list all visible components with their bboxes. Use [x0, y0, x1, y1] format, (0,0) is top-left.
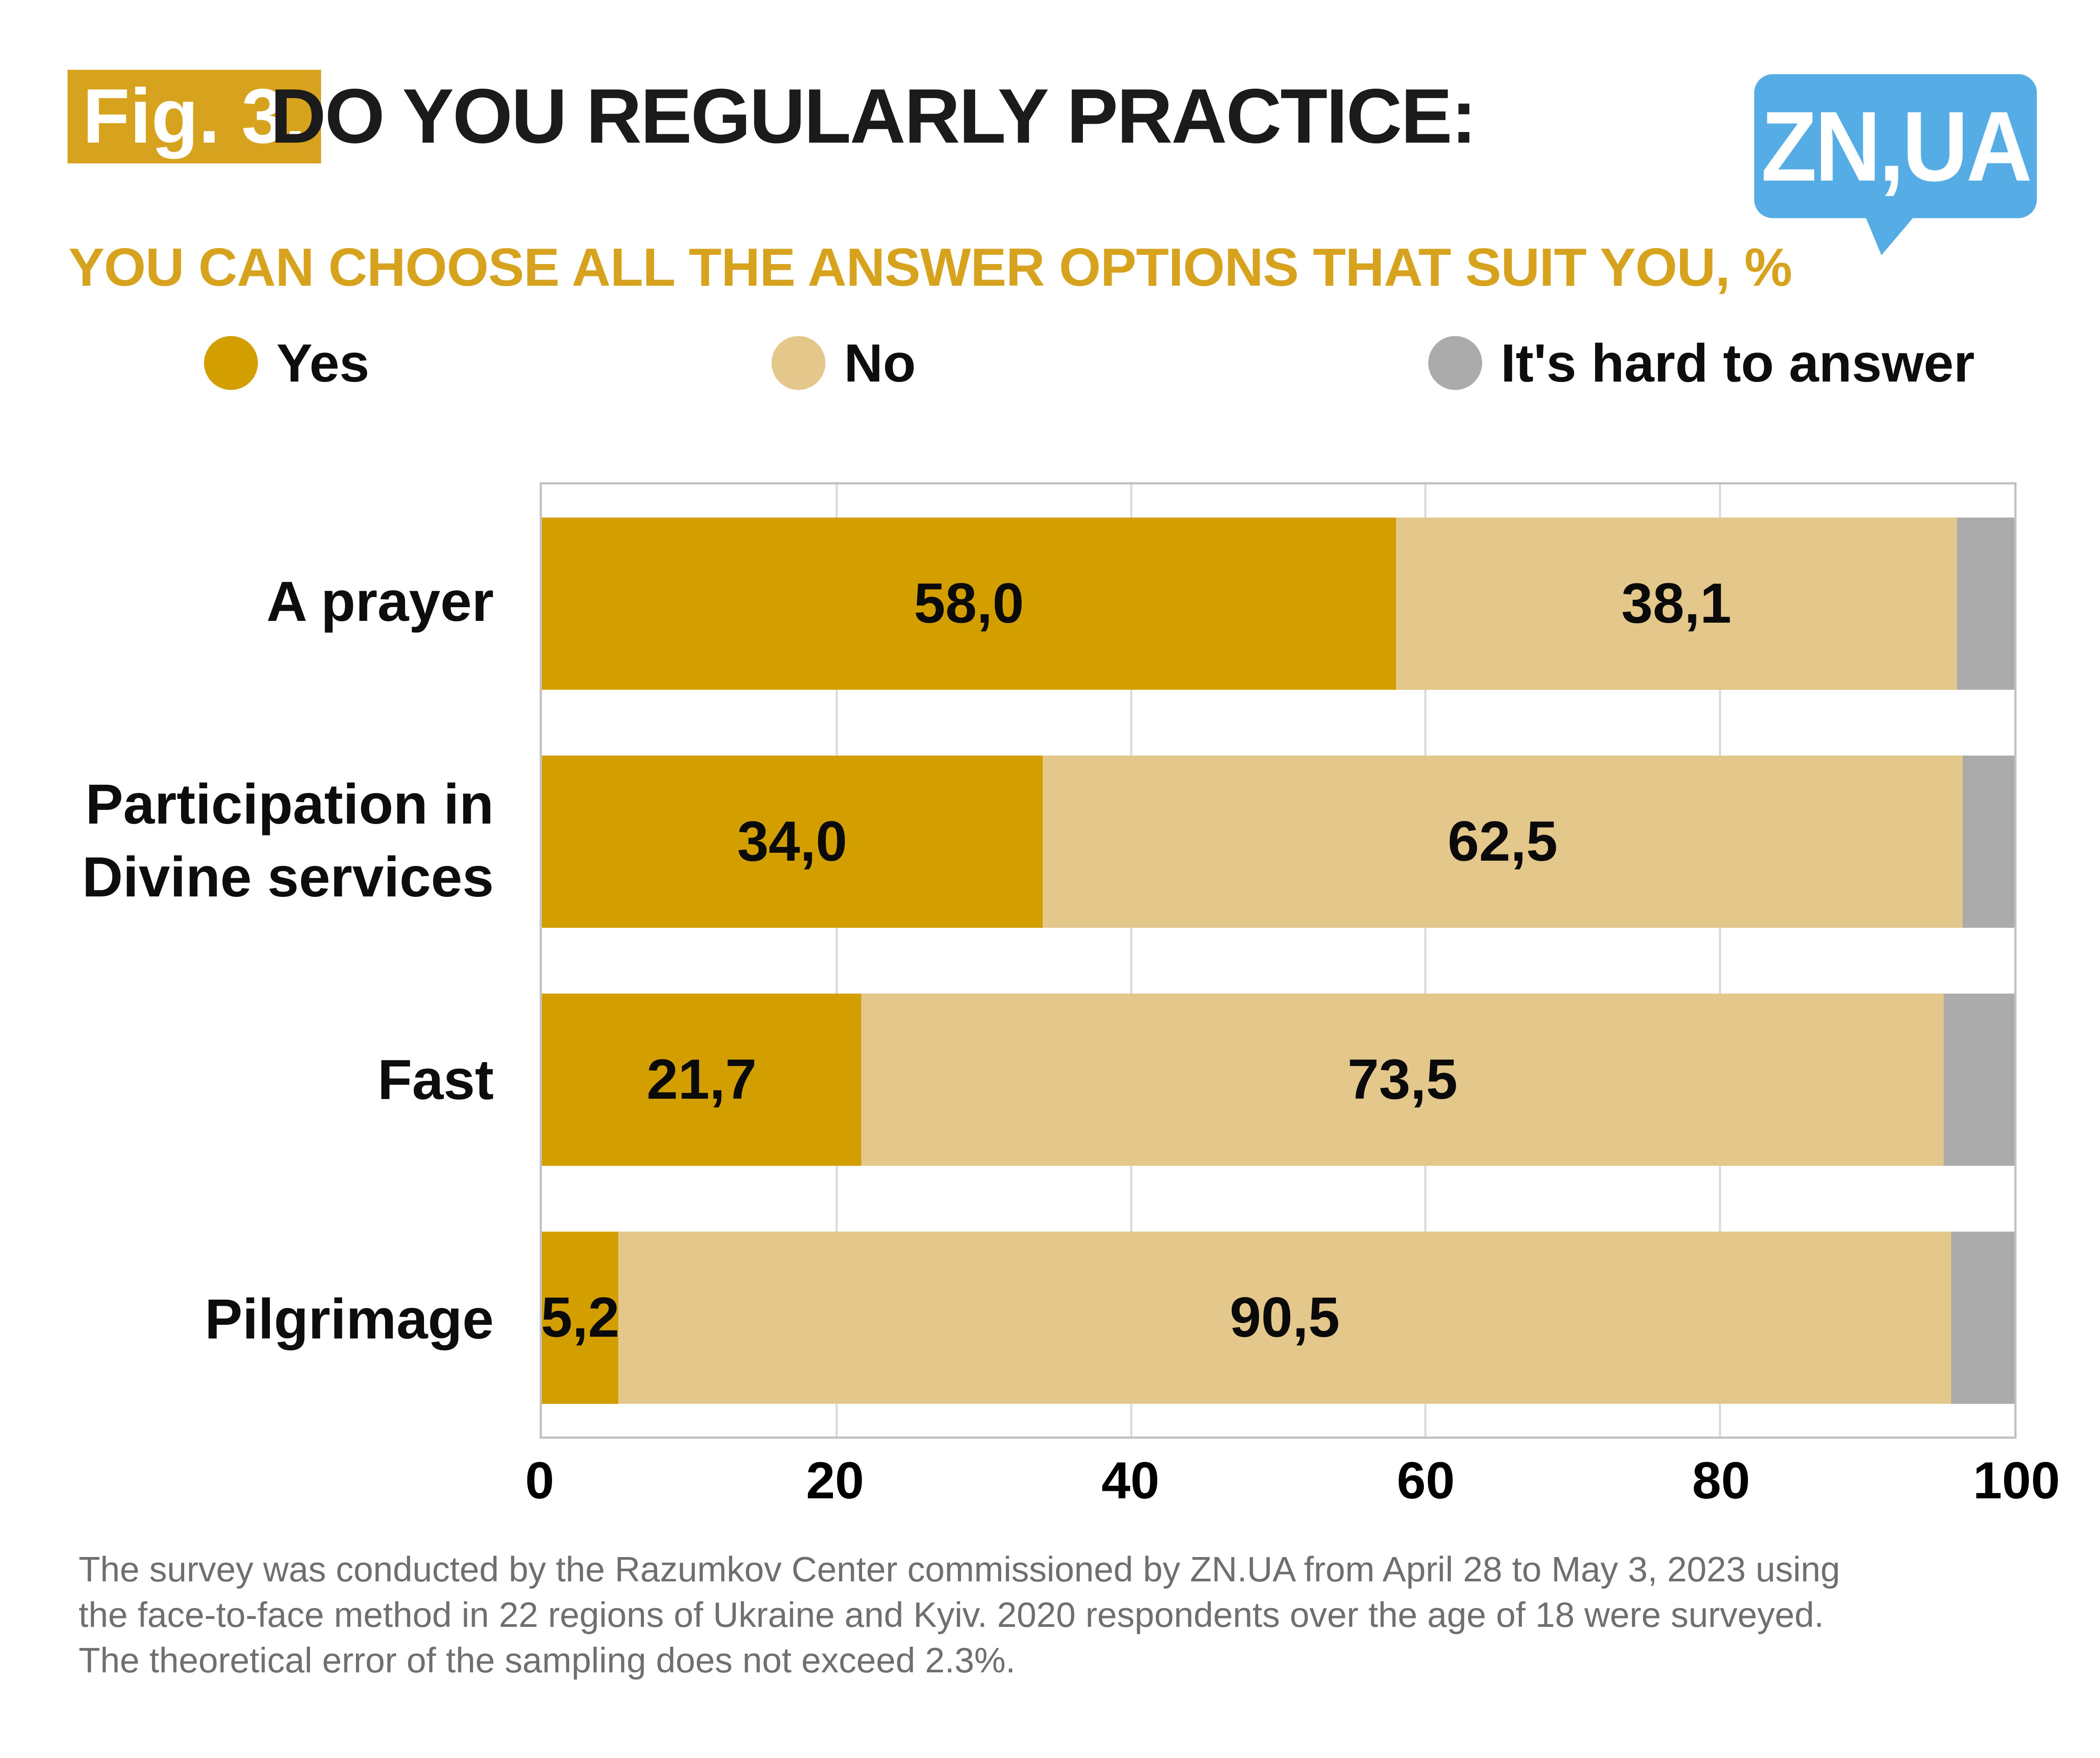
speech-bubble-tail-icon — [1865, 215, 1916, 255]
x-tick-label: 60 — [1396, 1452, 1455, 1510]
footnote: The survey was conducted by the Razumkov… — [79, 1546, 1840, 1683]
gridline — [1719, 484, 1722, 1437]
bar-value-label: 38,1 — [1621, 572, 1732, 635]
gridline — [835, 484, 838, 1437]
category-axis: A prayer Participation in Divine services F… — [0, 482, 494, 1439]
legend-item: Yes — [204, 336, 369, 390]
category-label: A prayer — [266, 565, 494, 638]
category-label-line: Participation in — [85, 773, 494, 836]
footnote-line: the face-to-face method in 22 regions of… — [79, 1595, 1824, 1634]
bar-rows: 58,0 38,1 34,0 62,5 21,7 73,5 5,2 90,5 — [541, 484, 2014, 1437]
stacked-bar: 34,0 62,5 — [542, 755, 2014, 928]
page-title: DO YOU REGULARLY PRACTICE: — [270, 73, 1477, 159]
bar-segment-it-s-hard-to-answer — [1951, 1231, 2014, 1404]
brand-logo: ZN,UA — [1754, 74, 2037, 218]
footnote-line: The survey was conducted by the Razumkov… — [79, 1550, 1840, 1589]
footnote-line: The theoretical error of the sampling do… — [79, 1641, 1016, 1680]
x-tick-label: 80 — [1692, 1452, 1750, 1510]
legend-swatch-icon — [1428, 336, 1482, 390]
brand-logo-text: ZN,UA — [1761, 90, 2032, 202]
stacked-bar: 5,2 90,5 — [541, 1231, 2014, 1404]
legend-item: It's hard to answer — [1428, 336, 1975, 390]
bar-segment-yes: 58,0 — [542, 517, 1396, 690]
x-tick-label: 0 — [525, 1452, 554, 1510]
chart-plot: 58,0 38,1 34,0 62,5 21,7 73,5 5,2 90,5 — [540, 482, 2017, 1439]
legend-item-label: No — [844, 333, 916, 393]
figure-label-badge: Fig. 3. — [68, 70, 321, 163]
bar-segment-no: 73,5 — [861, 993, 1944, 1166]
x-tick-label: 40 — [1101, 1452, 1160, 1510]
bar-segment-it-s-hard-to-answer — [1956, 517, 2014, 690]
bar-value-label: 90,5 — [1230, 1286, 1340, 1349]
bar-segment-yes: 21,7 — [542, 993, 862, 1166]
category-label-line: Divine services — [82, 846, 494, 909]
category-row: A prayer — [0, 482, 494, 722]
x-tick-label: 100 — [1973, 1452, 2060, 1510]
bar-row: 34,0 62,5 — [542, 722, 2014, 960]
bar-segment-no: 90,5 — [618, 1231, 1951, 1404]
stacked-bar: 58,0 38,1 — [542, 517, 2014, 690]
category-label: Participation in Divine services — [82, 768, 494, 914]
category-row: Participation in Divine services — [0, 722, 494, 961]
x-tick-label: 20 — [806, 1452, 864, 1510]
legend-item-label: Yes — [276, 333, 370, 393]
bar-segment-yes: 34,0 — [542, 755, 1043, 928]
bar-row: 21,7 73,5 — [542, 960, 2014, 1198]
category-label-line: A prayer — [266, 570, 494, 634]
bar-value-label: 73,5 — [1347, 1048, 1458, 1111]
gridline — [1130, 484, 1132, 1437]
page-subtitle: YOU CAN CHOOSE ALL THE ANSWER OPTIONS TH… — [68, 237, 1792, 297]
legend-item-label: It's hard to answer — [1501, 333, 1975, 393]
bar-value-label: 5,2 — [541, 1286, 620, 1349]
legend-item: No — [772, 336, 916, 390]
bar-value-label: 21,7 — [647, 1048, 757, 1111]
category-row: Pilgrimage — [0, 1200, 494, 1439]
category-label-line: Pilgrimage — [204, 1287, 494, 1351]
bar-row: 5,2 90,5 — [541, 1198, 2014, 1437]
bar-value-label: 34,0 — [737, 810, 848, 873]
category-label: Fast — [378, 1043, 494, 1116]
category-label: Pilgrimage — [205, 1283, 494, 1356]
legend-swatch-icon — [204, 336, 258, 390]
category-row: Fast — [0, 960, 494, 1200]
bar-segment-it-s-hard-to-answer — [1963, 755, 2014, 928]
stacked-bar: 21,7 73,5 — [542, 993, 2014, 1166]
bar-row: 58,0 38,1 — [542, 484, 2014, 722]
bar-value-label: 58,0 — [914, 572, 1024, 635]
bar-segment-no: 62,5 — [1042, 755, 1963, 928]
x-axis: 0 20 40 60 80 100 — [525, 1451, 2060, 1521]
gridline — [1424, 484, 1427, 1437]
bar-segment-yes: 5,2 — [541, 1231, 620, 1404]
bar-segment-it-s-hard-to-answer — [1943, 993, 2014, 1166]
bar-segment-no: 38,1 — [1396, 517, 1957, 690]
bar-value-label: 62,5 — [1447, 810, 1558, 873]
legend-swatch-icon — [772, 336, 825, 390]
category-label-line: Fast — [377, 1048, 494, 1112]
